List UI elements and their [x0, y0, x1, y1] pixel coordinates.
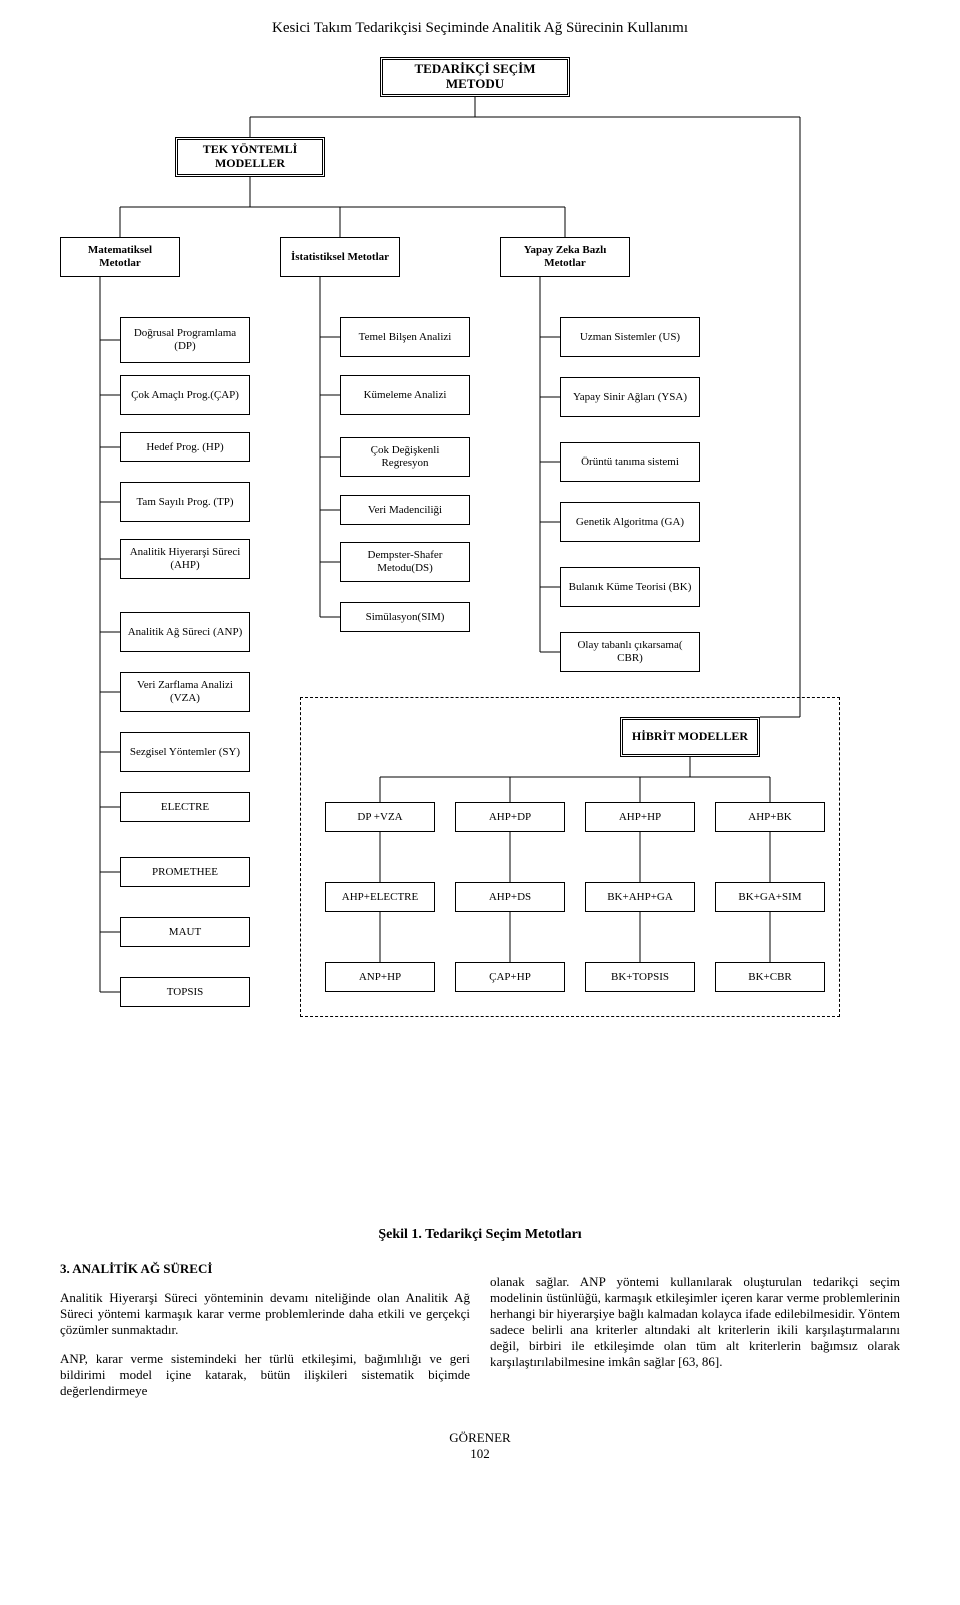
node-s4: Veri Madenciliği — [340, 495, 470, 525]
node-m8: Sezgisel Yöntemler (SY) — [120, 732, 250, 772]
node-h6: AHP+DS — [455, 882, 565, 912]
node-m9: ELECTRE — [120, 792, 250, 822]
node-single: TEK YÖNTEMLİ MODELLER — [175, 137, 325, 177]
node-a6: Olay tabanlı çıkarsama( CBR) — [560, 632, 700, 672]
node-a4: Genetik Algoritma (GA) — [560, 502, 700, 542]
caption-text: Şekil 1. Tedarikçi Seçim Metotları — [378, 1227, 581, 1242]
node-s2: Kümeleme Analizi — [340, 375, 470, 415]
left-column: 3. ANALİTİK AĞ SÜRECİ Analitik Hiyerarşi… — [60, 1261, 470, 1412]
node-m1: Doğrusal Programlama (DP) — [120, 317, 250, 363]
node-m5: Analitik Hiyerarşi Süreci (AHP) — [120, 539, 250, 579]
node-h5: AHP+ELECTRE — [325, 882, 435, 912]
node-a1: Uzman Sistemler (US) — [560, 317, 700, 357]
node-h11: BK+TOPSIS — [585, 962, 695, 992]
para-3: olanak sağlar. ANP yöntemi kullanılarak … — [490, 1274, 900, 1370]
node-m10: PROMETHEE — [120, 857, 250, 887]
node-h10: ÇAP+HP — [455, 962, 565, 992]
footer-author: GÖRENER — [60, 1430, 900, 1446]
node-h7: BK+AHP+GA — [585, 882, 695, 912]
node-h4: AHP+BK — [715, 802, 825, 832]
para-2: ANP, karar verme sistemindeki her türlü … — [60, 1351, 470, 1399]
node-h12: BK+CBR — [715, 962, 825, 992]
para-1: Analitik Hiyerarşi Süreci yönteminin dev… — [60, 1290, 470, 1338]
node-m2: Çok Amaçlı Prog.(ÇAP) — [120, 375, 250, 415]
page-title: Kesici Takım Tedarikçisi Seçiminde Anali… — [60, 20, 900, 37]
node-a3: Örüntü tanıma sistemi — [560, 442, 700, 482]
node-m7: Veri Zarflama Analizi (VZA) — [120, 672, 250, 712]
node-m11: MAUT — [120, 917, 250, 947]
figure-caption: Şekil 1. Tedarikçi Seçim Metotları — [60, 1227, 900, 1243]
node-s1: Temel Bilşen Analizi — [340, 317, 470, 357]
node-a5: Bulanık Küme Teorisi (BK) — [560, 567, 700, 607]
node-a2: Yapay Sinir Ağları (YSA) — [560, 377, 700, 417]
node-cat-ai: Yapay Zeka Bazlı Metotlar — [500, 237, 630, 277]
flowchart: TEDARİKÇİ SEÇİM METODU TEK YÖNTEMLİ MODEL… — [60, 57, 900, 1217]
node-cat-math: Matematiksel Metotlar — [60, 237, 180, 277]
node-m4: Tam Sayılı Prog. (TP) — [120, 482, 250, 522]
footer-page: 102 — [60, 1446, 900, 1462]
node-m12: TOPSIS — [120, 977, 250, 1007]
node-h3: AHP+HP — [585, 802, 695, 832]
node-h1: DP +VZA — [325, 802, 435, 832]
footer: GÖRENER 102 — [60, 1430, 900, 1462]
node-s6: Simülasyon(SIM) — [340, 602, 470, 632]
node-s5: Dempster-Shafer Metodu(DS) — [340, 542, 470, 582]
node-s3: Çok Değişkenli Regresyon — [340, 437, 470, 477]
right-column: olanak sağlar. ANP yöntemi kullanılarak … — [490, 1261, 900, 1412]
node-m3: Hedef Prog. (HP) — [120, 432, 250, 462]
node-h9: ANP+HP — [325, 962, 435, 992]
body-columns: 3. ANALİTİK AĞ SÜRECİ Analitik Hiyerarşi… — [60, 1261, 900, 1412]
node-h8: BK+GA+SIM — [715, 882, 825, 912]
node-root: TEDARİKÇİ SEÇİM METODU — [380, 57, 570, 97]
section-title: 3. ANALİTİK AĞ SÜRECİ — [60, 1261, 470, 1277]
node-m6: Analitik Ağ Süreci (ANP) — [120, 612, 250, 652]
node-hybrid: HİBRİT MODELLER — [620, 717, 760, 757]
node-cat-stat: İstatistiksel Metotlar — [280, 237, 400, 277]
node-h2: AHP+DP — [455, 802, 565, 832]
